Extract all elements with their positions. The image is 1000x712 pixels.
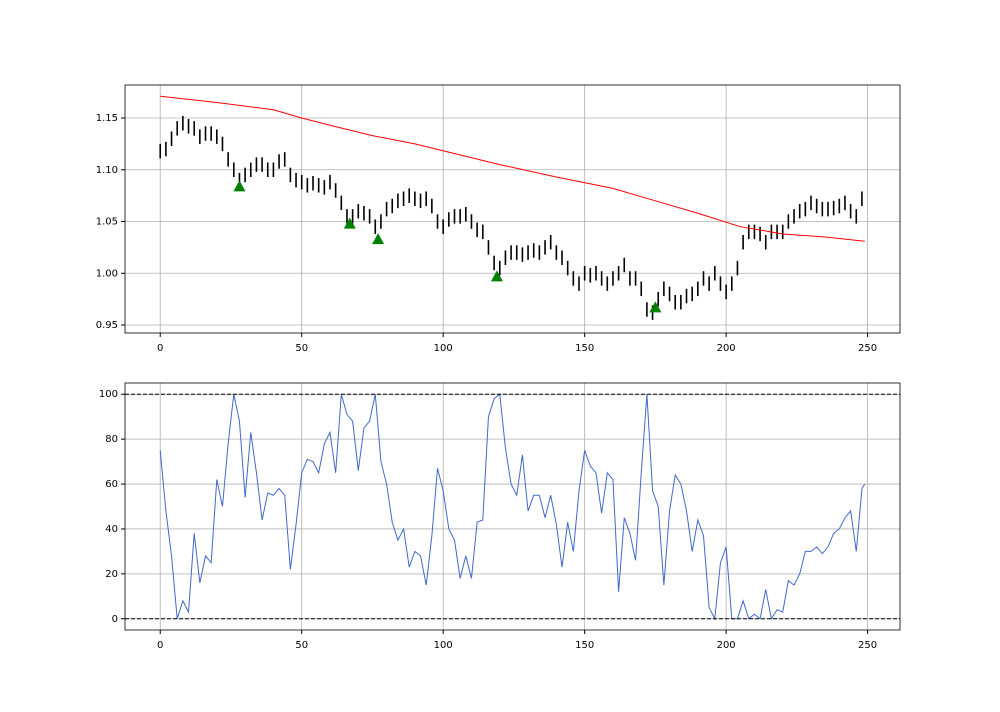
moving-average (160, 95, 865, 242)
x-tick-label: 250 (858, 640, 877, 651)
x-tick-label: 150 (575, 640, 594, 651)
y-tick-label: 100 (99, 389, 118, 400)
y-tick-label: 60 (105, 479, 118, 490)
x-tick-label: 200 (717, 640, 736, 651)
plot-area (125, 383, 900, 630)
y-tick-label: 80 (105, 434, 118, 445)
x-tick-label: 100 (434, 640, 453, 651)
x-tick-label: 150 (575, 343, 594, 354)
axes-frame (124, 84, 901, 334)
y-tick-label: 1.10 (96, 165, 118, 176)
buy-signal (490, 270, 503, 282)
x-tick-label: 200 (717, 343, 736, 354)
buy-signal (233, 180, 246, 192)
x-tick-label: 100 (434, 343, 453, 354)
plot-area (125, 85, 900, 333)
x-tick-label: 0 (157, 343, 163, 354)
x-tick-label: 250 (858, 343, 877, 354)
y-tick-label: 0.95 (96, 320, 118, 331)
x-tick-label: 0 (157, 640, 163, 651)
y-tick-label: 40 (105, 524, 118, 535)
y-tick-label: 1.15 (96, 113, 118, 124)
buy-signal (343, 217, 356, 229)
y-tick-label: 1.05 (96, 217, 118, 228)
buy-signal (372, 233, 385, 245)
x-tick-label: 50 (295, 343, 308, 354)
y-tick-label: 0 (112, 614, 118, 625)
y-tick-label: 20 (105, 569, 118, 580)
axes-frame (124, 382, 901, 631)
oscillator-line (159, 393, 866, 621)
y-tick-label: 1.00 (96, 268, 118, 279)
x-tick-label: 50 (295, 640, 308, 651)
buy-signal (649, 301, 662, 313)
